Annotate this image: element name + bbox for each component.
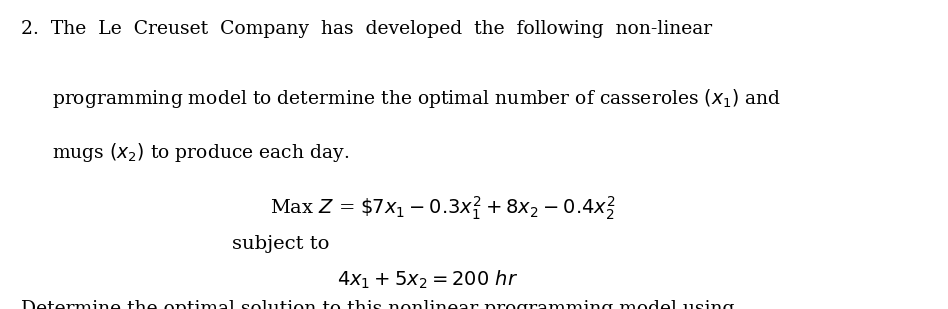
Text: subject to: subject to	[232, 235, 330, 253]
Text: programming model to determine the optimal number of casseroles $(x_1)$ and: programming model to determine the optim…	[52, 87, 781, 109]
Text: 2.  The  Le  Creuset  Company  has  developed  the  following  non-linear: 2. The Le Creuset Company has developed …	[21, 20, 712, 38]
Text: Max $Z$ = $\$7x_1 - 0.3x_1^2 + 8x_2 - 0.4x_2^2$: Max $Z$ = $\$7x_1 - 0.3x_1^2 + 8x_2 - 0.…	[270, 195, 615, 222]
Text: Determine the optimal solution to this nonlinear programming model using: Determine the optimal solution to this n…	[21, 300, 735, 309]
Text: $4x_1 + 5x_2 = 200\ hr$: $4x_1 + 5x_2 = 200\ hr$	[337, 269, 518, 291]
Text: mugs $(x_2)$ to produce each day.: mugs $(x_2)$ to produce each day.	[52, 141, 350, 163]
